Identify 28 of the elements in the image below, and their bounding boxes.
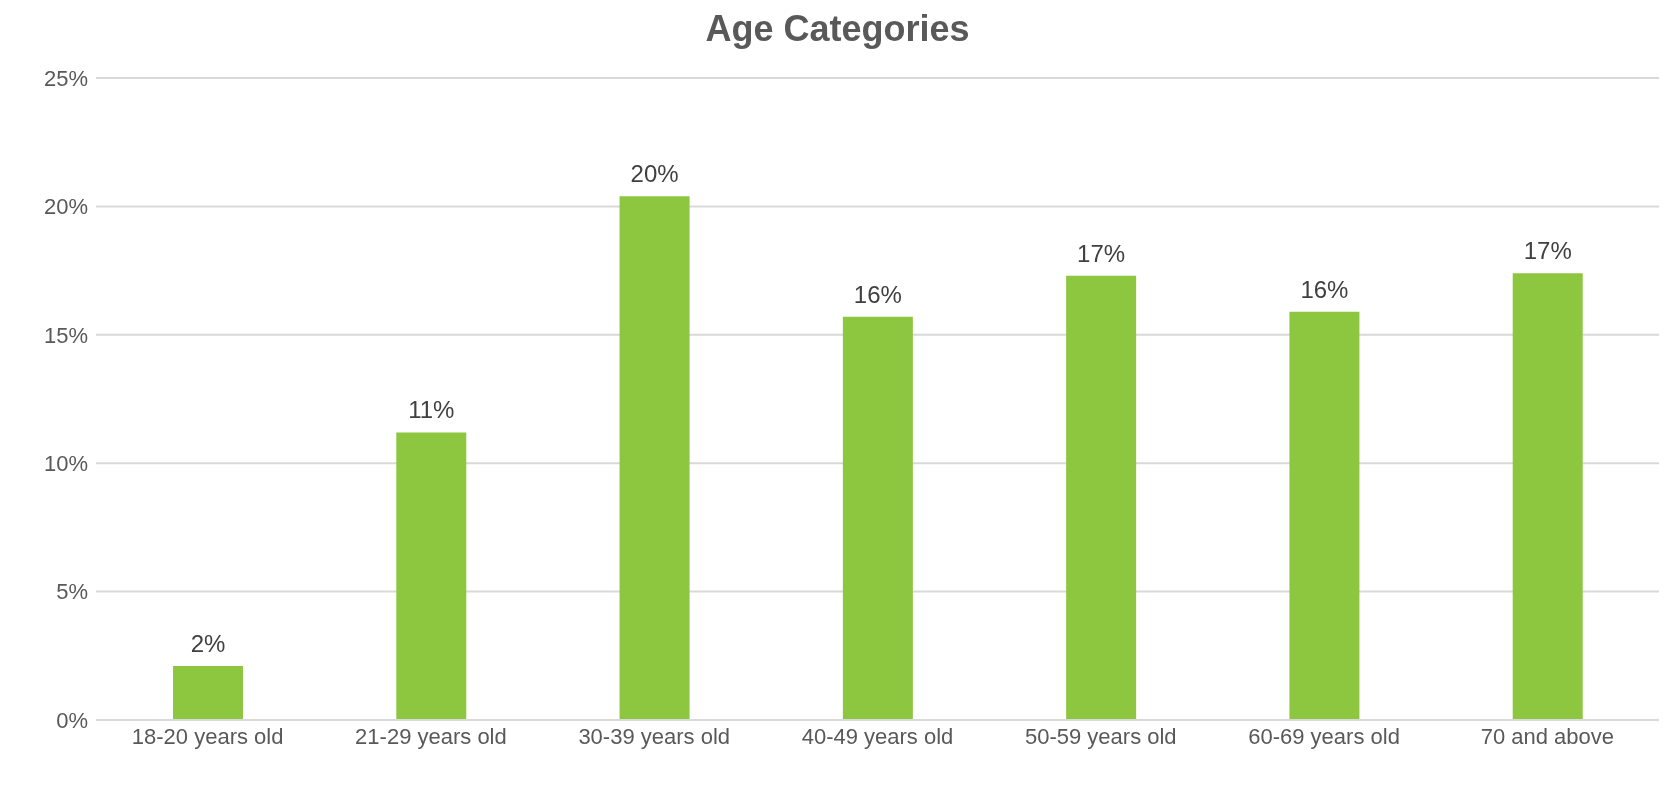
bar <box>1289 311 1360 720</box>
data-label: 2% <box>190 630 226 658</box>
x-tick-label: 60-69 years old <box>1248 723 1400 749</box>
y-tick-label: 0% <box>56 707 88 733</box>
y-tick-label: 15% <box>43 322 88 348</box>
data-label: 20% <box>630 160 679 188</box>
x-tick-label: 40-49 years old <box>801 723 954 749</box>
bar <box>173 666 243 720</box>
y-tick-label: 10% <box>43 451 88 477</box>
y-tick-label: 5% <box>56 579 88 605</box>
x-tick-label: 21-29 years old <box>355 723 507 749</box>
bar <box>842 316 913 720</box>
chart-title: Age Categories <box>704 8 971 50</box>
bar <box>1066 275 1137 720</box>
data-label: 16% <box>853 280 902 308</box>
y-tick-label: 20% <box>43 194 88 220</box>
data-label: 17% <box>1077 239 1126 267</box>
x-tick-label: 18-20 years old <box>131 723 284 749</box>
x-tick-label: 50-59 years old <box>1024 723 1177 749</box>
data-label: 16% <box>1300 275 1349 303</box>
x-tick-label: 70 and above <box>1480 723 1615 749</box>
bar <box>619 196 690 720</box>
y-tick-label: 25% <box>43 65 88 91</box>
data-label: 11% <box>408 396 455 424</box>
x-tick-label: 30-39 years old <box>578 723 731 749</box>
bar <box>1512 273 1583 720</box>
data-label: 17% <box>1523 237 1572 265</box>
bar <box>396 432 467 720</box>
